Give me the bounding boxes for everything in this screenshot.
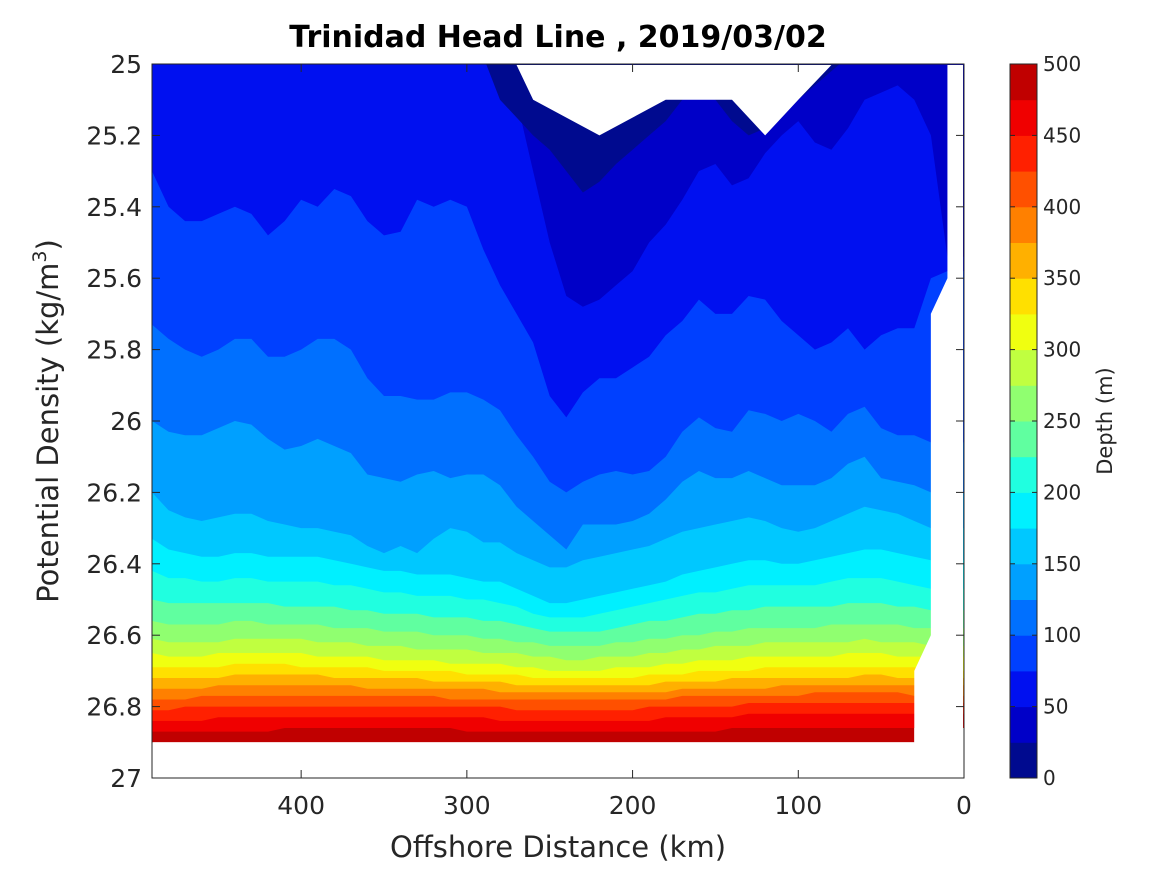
colorbar-tick-label: 200	[1043, 480, 1081, 504]
colorbar-segment	[1010, 385, 1037, 422]
y-tick-label: 26.2	[86, 478, 142, 507]
y-tick-label: 25.8	[86, 336, 142, 365]
colorbar-tick-label: 250	[1043, 409, 1081, 433]
colorbar-tick-label: 300	[1043, 338, 1081, 362]
chart-title: Trinidad Head Line , 2019/03/02	[289, 20, 826, 55]
colorbar-segment	[1010, 99, 1037, 136]
y-axis-title: Potential Density (kg/m3)	[29, 239, 65, 603]
colorbar-segment	[1010, 599, 1037, 636]
y-axis-title-superscript: 3	[29, 250, 51, 262]
colorbar-segment	[1010, 492, 1037, 529]
y-tick-label: 26.4	[86, 550, 142, 579]
y-tick-label: 25.2	[86, 121, 142, 150]
x-tick-label: 400	[277, 791, 325, 820]
x-axis-title: Offshore Distance (km)	[390, 830, 726, 864]
colorbar-tick-label: 350	[1043, 266, 1081, 290]
colorbar-segment	[1010, 278, 1037, 315]
y-axis-title-close: )	[31, 239, 65, 250]
colorbar-tick-label: 0	[1043, 766, 1056, 790]
colorbar-segment	[1010, 349, 1037, 386]
mask-below-data	[153, 742, 963, 777]
colorbar-tick-label: 500	[1043, 52, 1081, 76]
y-tick-label: 27	[110, 764, 142, 793]
colorbar-segment	[1010, 242, 1037, 279]
colorbar-segment	[1010, 635, 1037, 672]
colorbar-tick-label: 450	[1043, 123, 1081, 147]
colorbar-tick-label: 100	[1043, 623, 1081, 647]
colorbar-segment	[1010, 135, 1037, 172]
mask-right-edge	[914, 64, 963, 743]
mask-surface-gap-0	[516, 65, 832, 136]
colorbar-segment	[1010, 171, 1037, 208]
x-tick-label: 300	[443, 791, 491, 820]
colorbar-segment	[1010, 563, 1037, 600]
colorbar-segment	[1010, 528, 1037, 565]
y-tick-label: 26.8	[86, 693, 142, 722]
y-tick-label: 25	[110, 50, 142, 79]
colorbar-segment	[1010, 64, 1037, 101]
x-tick-label: 100	[774, 791, 822, 820]
y-axis-ticks: 25 25.2 25.4 25.6 25.8 26 26.2 26.4 26.6 26.8 27	[86, 50, 964, 793]
colorbar-tick-label: 400	[1043, 195, 1081, 219]
y-tick-label: 26	[110, 407, 142, 436]
colorbar-segment	[1010, 206, 1037, 243]
y-tick-label: 25.6	[86, 264, 142, 293]
colorbar-tick-label: 150	[1043, 552, 1081, 576]
y-axis-title-main: Potential Density (kg/m	[31, 263, 65, 603]
colorbar: 0 50 100 150 200 250 300 350 400 450 500	[1009, 52, 1081, 790]
y-tick-label: 26.6	[86, 621, 142, 650]
y-tick-label: 25.4	[86, 193, 142, 222]
colorbar-title: Depth (m)	[1093, 367, 1117, 474]
colorbar-segment	[1010, 670, 1037, 708]
colorbar-segment	[1010, 742, 1037, 779]
contour-fill-layer	[152, 64, 964, 743]
colorbar-segment	[1010, 706, 1037, 743]
colorbar-tick-label: 50	[1043, 695, 1068, 719]
colorbar-segment	[1010, 313, 1037, 351]
no-data-mask	[153, 64, 963, 777]
x-tick-label: 200	[609, 791, 657, 820]
colorbar-segment	[1010, 456, 1037, 493]
colorbar-segment	[1010, 421, 1037, 458]
x-axis-ticks: 400 300 200 100 0	[277, 64, 972, 820]
x-tick-label: 0	[956, 791, 972, 820]
